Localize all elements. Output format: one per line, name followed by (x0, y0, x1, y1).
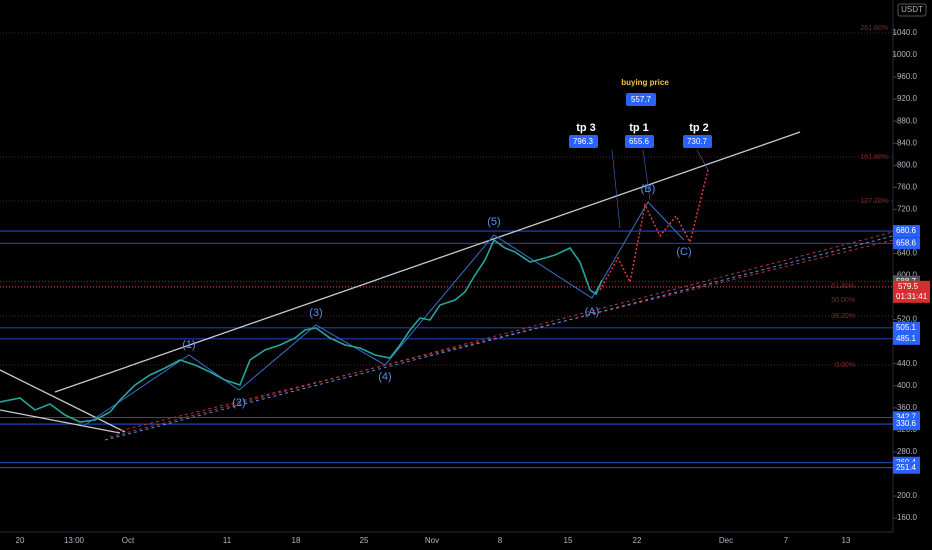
price-tick-label: 920.0 (897, 94, 918, 103)
wave-label: (3) (309, 307, 322, 319)
target-box (683, 135, 712, 148)
wave-label: (A) (585, 306, 600, 318)
levels (0, 32, 893, 469)
time-label: 13:00 (64, 536, 85, 545)
level-tag (893, 332, 920, 345)
time-label: 8 (498, 536, 503, 545)
trend-line (0, 409, 121, 434)
wave-label: (5) (487, 216, 500, 228)
price-tick-label: 600.0 (897, 271, 918, 280)
price-tick-label: 520.0 (897, 315, 918, 324)
dashed-line (104, 235, 894, 441)
time-label: 7 (784, 536, 789, 545)
time-label: 13 (842, 536, 851, 545)
currency-label: USDT (901, 5, 923, 14)
target-line (611, 149, 621, 229)
last-tag (893, 280, 930, 303)
price-tick-label: 760.0 (897, 182, 918, 191)
time-label: 15 (564, 536, 573, 545)
drawings (0, 131, 894, 441)
time-label: 22 (633, 536, 642, 545)
wave-labels: (1) (2) (3) (4) (5) (A) (B) (C) (182, 183, 691, 409)
wave-label: (4) (378, 371, 391, 383)
level-tag (893, 418, 920, 431)
time-label: 11 (223, 536, 232, 545)
fib-label: 161.80% (860, 154, 888, 161)
price-tick-label: 1000.0 (893, 50, 918, 59)
buying-price: 557.7 (631, 95, 652, 104)
target-box (625, 135, 654, 148)
time-label: 20 (16, 536, 25, 545)
wave-label: (C) (676, 246, 691, 258)
target-price: 655.6 (629, 137, 650, 146)
target-price: 730.7 (687, 137, 708, 146)
fib-label: 127.20% (860, 198, 888, 205)
level-tag (893, 321, 920, 334)
projection (599, 169, 709, 291)
fib-label: 50.00% (831, 297, 855, 304)
wave-label: (B) (641, 183, 656, 195)
price-axis: 1040.0 1000.0 960.0 920.0 880.0 840.0 800.0 760… (893, 28, 930, 522)
target-box (569, 135, 598, 148)
level-label: 680.6 (896, 226, 917, 235)
time-label: Oct (122, 536, 135, 545)
level-label: 658.6 (896, 238, 917, 247)
target-name: tp 2 (689, 122, 709, 134)
fib-label: 0.00% (835, 362, 855, 369)
time-axis: 20 13:00 Oct 11 18 25 Nov 8 15 22 Dec 7 13 (16, 536, 851, 545)
level-label: 505.1 (896, 323, 917, 332)
target-line (642, 149, 651, 201)
time-label: 25 (360, 536, 369, 545)
price-tick-label: 360.0 (897, 403, 918, 412)
fib-label: 261.80% (860, 25, 888, 32)
currency: USDT (897, 3, 927, 17)
buying-title: buying price (621, 78, 669, 87)
level-tag (893, 225, 920, 238)
target-line (696, 149, 709, 171)
price-tick-label: 280.0 (897, 447, 918, 456)
currency-box (897, 3, 927, 17)
price-tick-label: 440.0 (897, 359, 918, 368)
time-label: Nov (425, 536, 439, 545)
level-label: 330.6 (896, 419, 917, 428)
level-tag (893, 237, 920, 250)
fib-labels: 261.80% 161.80% 127.20% 61.80% 50.00% 38.20% 0… (831, 25, 888, 369)
fib-label: 61.80% (831, 283, 855, 290)
countdown: 01:31:41 (896, 292, 928, 301)
target-name: tp 3 (576, 122, 596, 134)
price-tick-label: 960.0 (897, 72, 918, 81)
time-label: 18 (292, 536, 301, 545)
wave-label: (1) (182, 339, 195, 351)
time-label: Dec (719, 536, 733, 545)
price-tick-label: 880.0 (897, 116, 918, 125)
level-label: 251.4 (896, 463, 917, 472)
wave-label: (2) (232, 397, 245, 409)
price-tick-label: 800.0 (897, 160, 918, 169)
fib-label: 38.20% (831, 313, 855, 320)
price-tick-label: 720.0 (897, 204, 918, 213)
target-name: tp 1 (629, 122, 649, 134)
price-tick-label: 400.0 (897, 381, 918, 390)
dashed-line (114, 239, 894, 433)
last-label: 579.5 (898, 282, 919, 291)
channel-line (54, 131, 801, 393)
price-tick-label: 840.0 (897, 138, 918, 147)
level-tag (893, 461, 920, 474)
target-price: 796.3 (573, 137, 594, 146)
buying-box (626, 93, 656, 106)
level-label: 485.1 (896, 334, 917, 343)
price-tick-label: 1040.0 (893, 28, 918, 37)
level-label: 342.7 (896, 412, 917, 421)
price-tick-label: 160.0 (897, 513, 918, 522)
price-tick-label: 200.0 (897, 491, 918, 500)
dashed-line (109, 231, 894, 438)
price-tick-label: 640.0 (897, 249, 918, 258)
wave-path (84, 201, 685, 426)
price-path (0, 238, 603, 423)
trend-line (0, 369, 126, 433)
